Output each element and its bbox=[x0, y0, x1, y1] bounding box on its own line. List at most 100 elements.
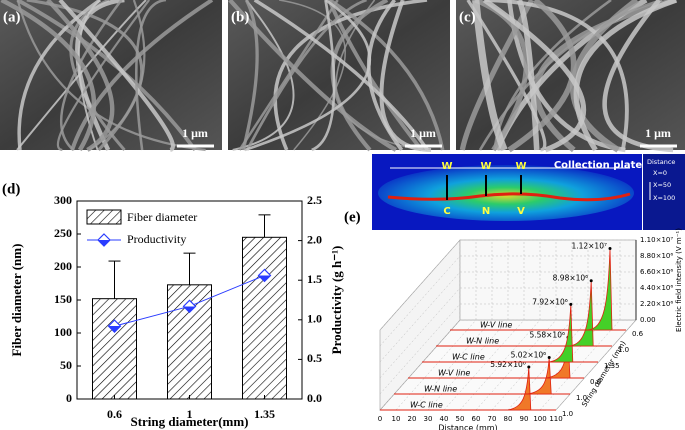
x-tick-label: 110 bbox=[549, 415, 562, 423]
fiber bbox=[232, 0, 295, 151]
value-label: 5.58×10⁶ bbox=[529, 330, 565, 339]
x-tick-label: 30 bbox=[424, 415, 433, 423]
fiber bbox=[16, 0, 206, 152]
depth-tick-label: 1.0 bbox=[562, 410, 573, 418]
panel-label: (a) bbox=[3, 9, 21, 25]
x-tick-label: 100 bbox=[533, 415, 546, 423]
y-tick-label: 150 bbox=[54, 292, 72, 306]
grid-line bbox=[427, 319, 509, 411]
x-axis-label: Distance (mm) bbox=[438, 424, 497, 430]
series-label: W-N line bbox=[424, 385, 457, 394]
grid-line bbox=[395, 319, 477, 411]
peak-dot bbox=[589, 279, 593, 283]
fiber bbox=[328, 0, 445, 151]
y2-tick-label: 1.5 bbox=[307, 272, 322, 286]
legend-label: Productivity bbox=[127, 232, 186, 246]
x-tick-label: 20 bbox=[408, 415, 417, 423]
marker bbox=[107, 319, 122, 333]
y2-tick-label: 2.5 bbox=[307, 193, 322, 207]
grid-line bbox=[379, 303, 461, 395]
line-label: V bbox=[517, 206, 525, 217]
wire-label: W bbox=[480, 161, 491, 172]
line-label: C bbox=[443, 206, 450, 217]
fiber bbox=[0, 0, 97, 152]
x-tick-label: 50 bbox=[456, 415, 465, 423]
peak-dot bbox=[527, 365, 531, 369]
scale-label: 1 μm bbox=[182, 126, 208, 140]
z-tick-label: 8.80×10⁶ bbox=[640, 252, 673, 260]
z-tick-label: 0.00 bbox=[640, 316, 656, 324]
x-tick-label: 0.6 bbox=[107, 407, 122, 421]
peak-dot bbox=[547, 355, 551, 359]
x-tick-label: 10 bbox=[392, 415, 401, 423]
grid-line bbox=[555, 319, 637, 411]
x-tick-label: 1 bbox=[187, 407, 193, 421]
y-tick-label: 50 bbox=[60, 358, 72, 372]
grid-line bbox=[443, 319, 525, 411]
wire-label: W bbox=[441, 161, 452, 172]
peak-dot bbox=[608, 247, 612, 251]
bar bbox=[242, 236, 287, 400]
grid-line bbox=[539, 319, 621, 411]
marker bbox=[97, 233, 111, 247]
x-tick-label: 0 bbox=[378, 415, 382, 423]
x-tick-label: 60 bbox=[472, 415, 481, 423]
x-tick-label: 40 bbox=[440, 415, 449, 423]
fiber bbox=[58, 0, 175, 152]
depth-tick-label: 1.0 bbox=[576, 394, 587, 402]
y2-tick-label: 2.0 bbox=[307, 232, 322, 246]
value-label: 5.92×10⁶ bbox=[490, 360, 526, 369]
fiber bbox=[311, 0, 336, 152]
y-tick-label: 0 bbox=[66, 391, 72, 405]
value-label: 7.92×10⁶ bbox=[532, 297, 568, 306]
fiber bbox=[135, 0, 167, 151]
fiber bbox=[253, 0, 430, 152]
z-tick-label: 1.10×10⁷ bbox=[640, 236, 673, 244]
value-label: 8.98×10⁶ bbox=[553, 274, 589, 283]
x-tick-label: 90 bbox=[520, 415, 529, 423]
depth-tick-label: 0.6 bbox=[590, 378, 602, 386]
depth-tick-label: 1.0 bbox=[618, 346, 629, 354]
plot-frame bbox=[76, 200, 303, 400]
panel-label: (c) bbox=[459, 9, 476, 25]
fiber bbox=[482, 0, 587, 153]
fiber bbox=[46, 0, 115, 152]
y-tick-label: 200 bbox=[54, 259, 72, 273]
depth-tick-label: 1.35 bbox=[604, 362, 620, 370]
marker bbox=[257, 268, 272, 283]
series-label: W-V line bbox=[438, 369, 470, 378]
panel-label: (b) bbox=[231, 9, 249, 25]
y-axis-label: Fiber diameter (nm) bbox=[9, 244, 24, 357]
grid-line bbox=[379, 239, 461, 331]
wire-label: W bbox=[515, 161, 526, 172]
fiber bbox=[573, 0, 678, 152]
grid-line bbox=[379, 271, 461, 363]
fiber bbox=[366, 0, 404, 152]
fiber bbox=[245, 0, 367, 151]
fiber bbox=[56, 0, 151, 152]
z-tick-label: 6.60×10⁶ bbox=[640, 268, 673, 276]
y-tick-label: 100 bbox=[54, 325, 72, 339]
fiber bbox=[472, 0, 508, 152]
z-axis-label: Electric field intensity (V m⁻¹) bbox=[675, 228, 683, 332]
y2-axis-label: Productivity (g h⁻¹) bbox=[329, 246, 344, 355]
fiber bbox=[70, 0, 214, 151]
value-label: 5.02×10⁶ bbox=[511, 350, 547, 359]
fiber bbox=[17, 0, 101, 151]
fiber bbox=[241, 0, 259, 151]
y2-tick-label: 0.5 bbox=[307, 351, 322, 365]
plate-label: Collection plate bbox=[554, 160, 643, 171]
grid-line bbox=[491, 319, 573, 411]
fiber bbox=[244, 0, 372, 152]
y2-tick-label: 0.0 bbox=[307, 391, 322, 405]
legend-label: Fiber diameter bbox=[127, 210, 197, 224]
grid-line bbox=[459, 319, 541, 411]
bar bbox=[92, 298, 137, 400]
grid-line bbox=[507, 319, 589, 411]
grid-line bbox=[411, 319, 493, 411]
x-tick-label: 1.35 bbox=[254, 407, 275, 421]
simulation-image bbox=[372, 154, 685, 230]
scale-label: 1 μm bbox=[645, 126, 671, 140]
legend-label: X=0 bbox=[653, 169, 667, 177]
